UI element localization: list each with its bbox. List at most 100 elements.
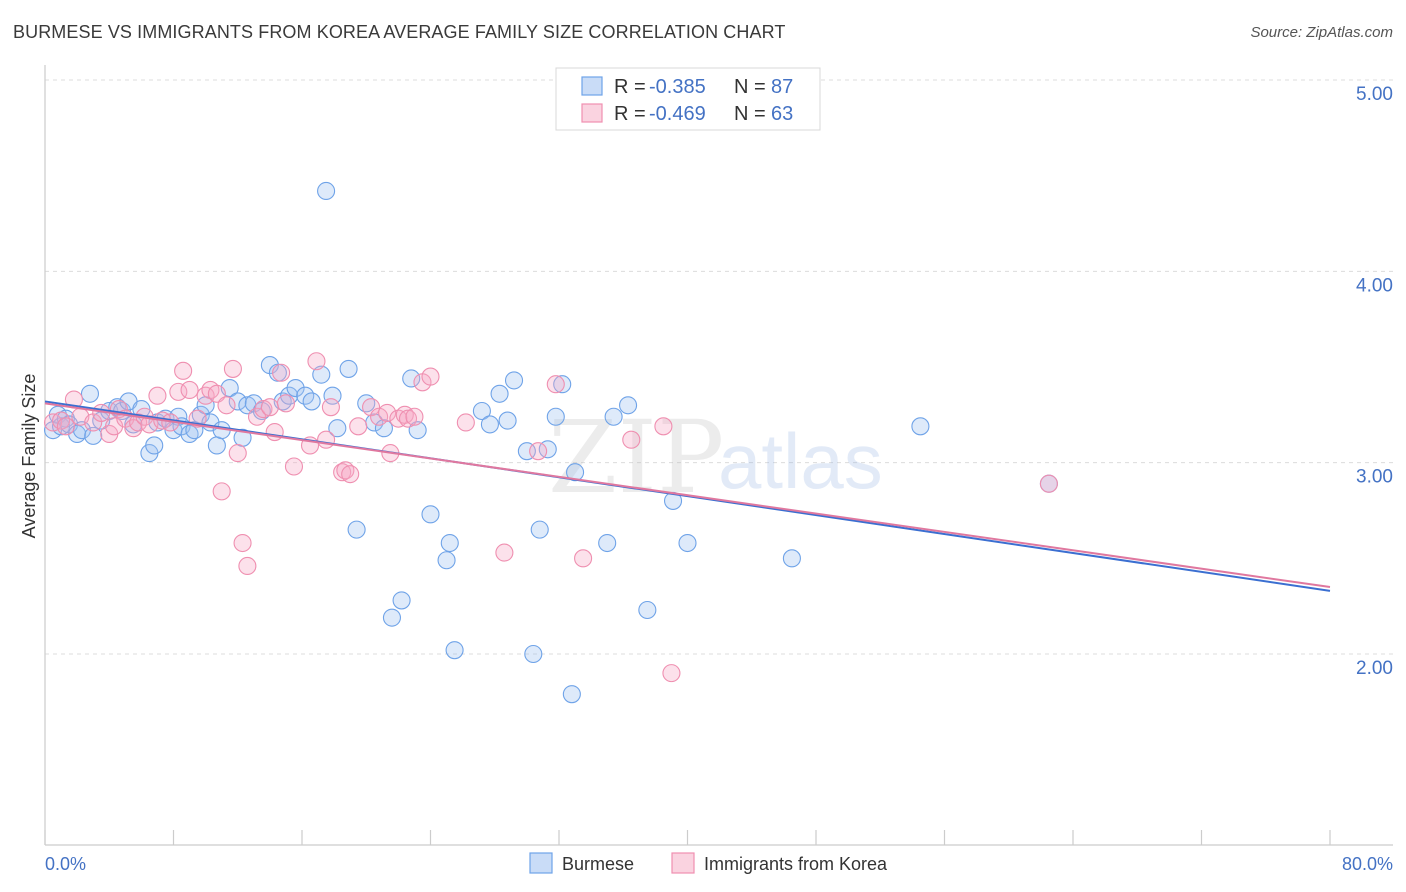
gridlines	[45, 79, 1393, 655]
chart-title: BURMESE VS IMMIGRANTS FROM KOREA AVERAGE…	[13, 22, 786, 42]
legend-r-label-2: R =	[614, 103, 646, 125]
legend-r-label-1: R =	[614, 76, 646, 98]
legend-n-value-1: 87	[771, 76, 793, 98]
burmese-point-72	[566, 463, 585, 482]
burmese-point-62	[490, 384, 509, 403]
burmese-point-51	[374, 419, 393, 438]
korea-point-30	[238, 556, 257, 576]
burmese-point-64	[504, 371, 524, 390]
korea-point-41	[321, 398, 340, 417]
korea-point-19	[174, 361, 193, 380]
korea-point-48	[378, 403, 397, 422]
korea-point-1	[52, 411, 71, 430]
legend-n-label-1: N =	[734, 76, 766, 98]
burmese-point-43	[312, 365, 331, 384]
korea-point-58	[529, 442, 548, 461]
burmese-point-48	[347, 520, 366, 539]
korea-point-64	[1039, 474, 1058, 493]
korea-point-40	[317, 430, 336, 449]
burmese-point-17	[145, 436, 164, 455]
korea-point-2	[56, 417, 75, 436]
korea-point-20	[180, 380, 199, 400]
burmese-point-67	[530, 520, 549, 539]
korea-point-33	[260, 398, 279, 417]
bottom-legend-swatch-korea	[671, 852, 695, 874]
burmese-point-73	[598, 533, 617, 553]
trend-line-korea	[44, 402, 1331, 589]
burmese-point-69	[546, 407, 565, 426]
korea-point-29	[233, 533, 252, 553]
korea-point-62	[654, 417, 673, 436]
korea-point-57	[495, 543, 514, 562]
y-tick-labels: 2.00 3.00 4.00 5.00	[1356, 84, 1393, 679]
y-tick-label-0: 2.00	[1356, 658, 1393, 679]
korea-point-55	[421, 367, 440, 386]
burmese-point-58	[440, 533, 459, 553]
burmese-point-40	[286, 378, 305, 398]
burmese-point-80	[911, 417, 930, 436]
burmese-point-61	[480, 415, 499, 434]
top-legend: R = -0.385 N = 87 R = -0.469 N = 63	[555, 67, 821, 131]
burmese-point-44	[317, 181, 336, 201]
burmese-point-57	[437, 551, 456, 570]
bottom-legend-label-korea: Immigrants from Korea	[704, 854, 888, 874]
burmese-point-63	[498, 411, 517, 430]
burmese-point-66	[524, 644, 543, 664]
korea-point-25	[212, 482, 231, 501]
x-tick-label-0: 0.0%	[45, 854, 86, 874]
burmese-point-56	[421, 505, 440, 524]
korea-point-52	[398, 409, 418, 428]
burmese-point-53	[392, 591, 411, 610]
burmese-point-78	[678, 533, 697, 553]
korea-point-53	[405, 407, 424, 426]
korea-point-37	[284, 457, 304, 476]
korea-point-22	[196, 386, 215, 405]
burmese-point-52	[382, 608, 402, 627]
series-burmese-points	[43, 181, 1058, 704]
korea-point-28	[228, 444, 247, 463]
korea-point-15	[148, 386, 167, 405]
trend-lines	[44, 400, 1331, 592]
korea-point-35	[272, 363, 291, 382]
burmese-point-59	[445, 641, 464, 660]
burmese-point-79	[782, 549, 801, 568]
legend-n-value-2: 63	[771, 103, 793, 125]
bottom-legend: Burmese Immigrants from Korea	[529, 852, 888, 874]
y-tick-label-3: 5.00	[1356, 84, 1393, 105]
bottom-legend-swatch-burmese	[529, 852, 553, 874]
burmese-point-71	[562, 685, 581, 704]
x-tick-labels: 0.0% 80.0%	[45, 854, 1393, 874]
korea-point-32	[254, 400, 273, 419]
korea-point-45	[349, 417, 368, 436]
korea-point-39	[307, 352, 326, 371]
legend-swatch-korea	[581, 103, 603, 123]
burmese-point-31	[228, 392, 247, 411]
burmese-point-47	[339, 359, 358, 378]
burmese-point-70	[553, 375, 572, 394]
burmese-point-60	[472, 401, 491, 421]
korea-point-31	[247, 407, 267, 426]
y-tick-label-1: 3.00	[1356, 467, 1393, 488]
korea-point-36	[276, 394, 295, 413]
legend-n-label-2: N =	[734, 103, 766, 125]
watermark-atlas: atlas	[718, 417, 883, 505]
korea-point-60	[574, 549, 593, 568]
korea-point-26	[217, 396, 236, 415]
burmese-point-76	[638, 600, 657, 620]
burmese-point-42	[302, 392, 321, 411]
korea-point-59	[546, 375, 565, 394]
korea-point-18	[169, 382, 188, 401]
burmese-point-74	[604, 407, 623, 426]
korea-point-27	[223, 359, 242, 378]
burmese-point-54	[402, 369, 421, 388]
korea-point-44	[341, 465, 360, 484]
burmese-point-45	[323, 386, 342, 405]
burmese-point-7	[80, 384, 100, 403]
korea-point-56	[456, 413, 475, 432]
burmese-point-28	[207, 436, 226, 455]
legend-r-value-1: -0.385	[649, 76, 706, 98]
burmese-point-46	[328, 419, 347, 438]
burmese-point-75	[619, 396, 638, 415]
y-tick-label-2: 4.00	[1356, 275, 1393, 296]
